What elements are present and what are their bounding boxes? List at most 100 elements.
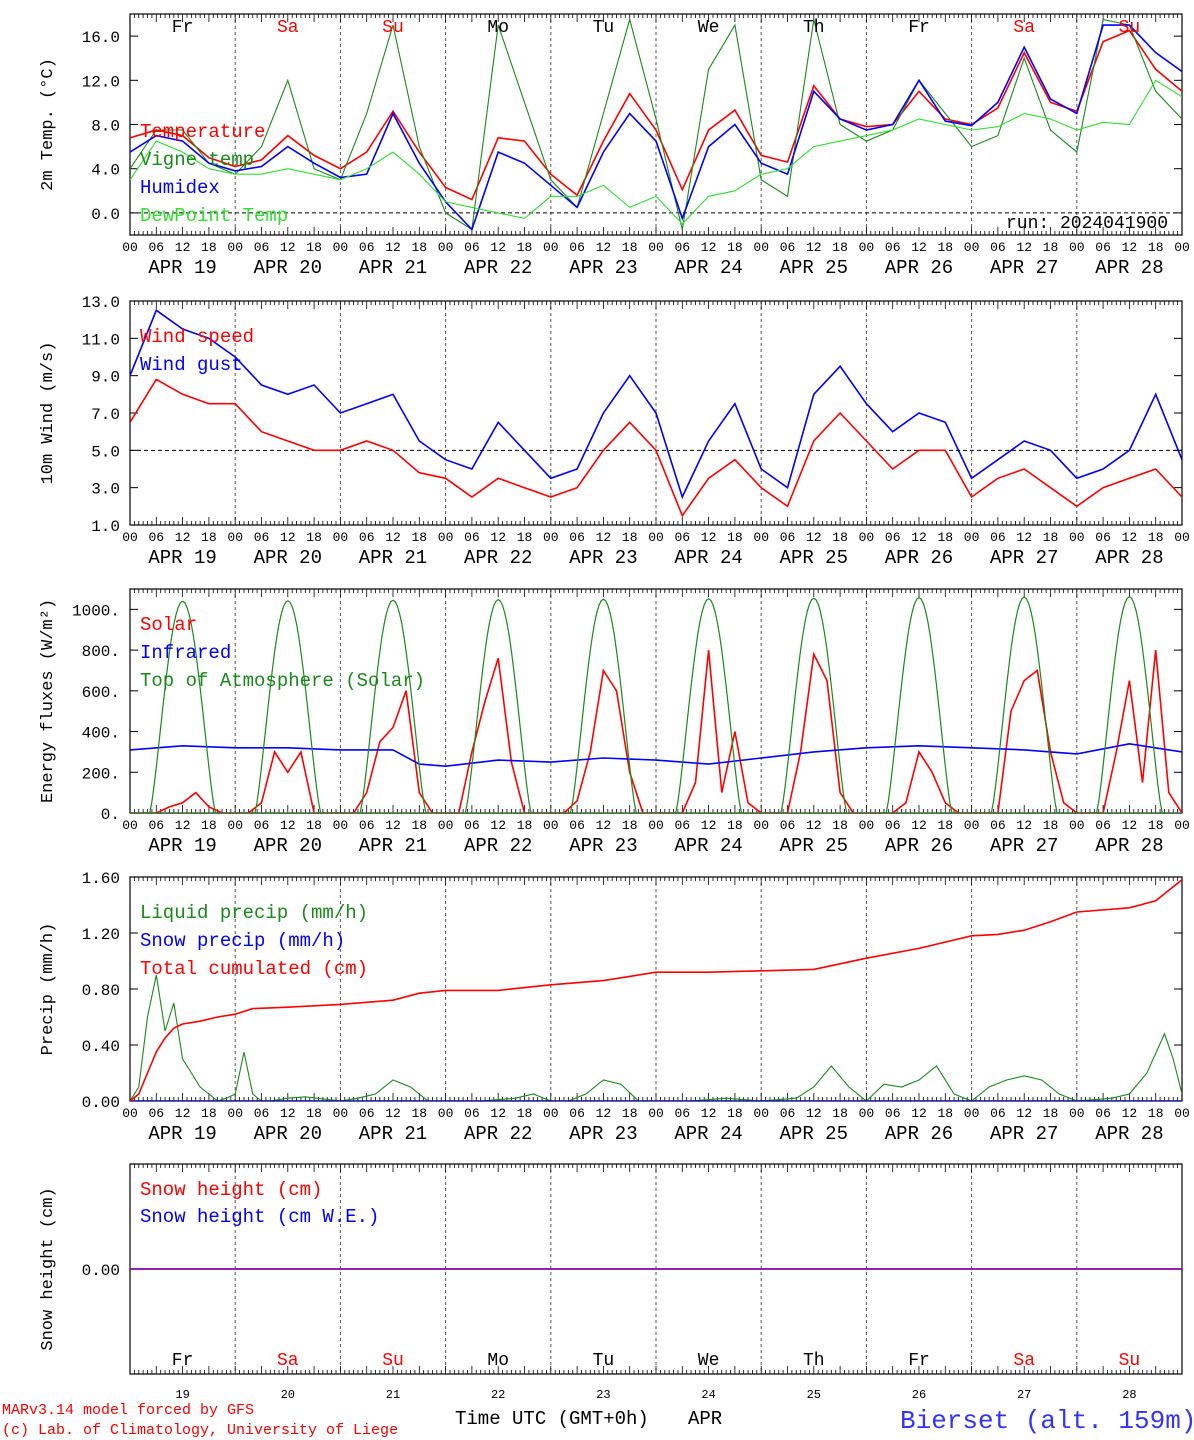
series-line-toa: [989, 596, 1060, 813]
hour-label: 06: [569, 818, 585, 833]
y-tick-label: 16.0: [82, 29, 120, 47]
hour-label: 00: [859, 240, 875, 255]
hour-label: 06: [359, 530, 375, 545]
hour-label: 18: [832, 530, 848, 545]
day-abbr: Mo: [487, 18, 509, 38]
hour-label: 12: [385, 818, 401, 833]
hour-label: 12: [806, 240, 822, 255]
series-line-1: [130, 29, 1182, 201]
hour-label: 06: [464, 240, 480, 255]
legend-entry: Infrared: [140, 642, 231, 664]
hour-label: 18: [411, 530, 427, 545]
plot-frame: [129, 588, 1183, 814]
hour-label: 00: [1069, 530, 1085, 545]
series-line-toa: [147, 600, 218, 813]
hour-label: 12: [701, 1106, 717, 1121]
hour-label: 00: [859, 530, 875, 545]
hour-label: 18: [1148, 818, 1164, 833]
hour-label: 12: [701, 530, 717, 545]
legend-entry: Wind speed: [140, 326, 254, 348]
hour-label: 00: [1174, 240, 1190, 255]
station-label: Bierset (alt. 159m): [900, 1406, 1194, 1436]
hour-label: 18: [622, 1106, 638, 1121]
series-line-4: [130, 79, 1182, 225]
hour-label: 06: [569, 240, 585, 255]
day-abbr: Fr: [908, 18, 930, 38]
date-label: APR 28: [1095, 257, 1163, 279]
y-tick-label: 7.0: [91, 406, 120, 424]
hour-label: 06: [990, 240, 1006, 255]
day-abbr: Th: [803, 1351, 825, 1371]
hour-label: 18: [306, 1106, 322, 1121]
hour-label: 00: [122, 1106, 138, 1121]
series-line-1: [130, 378, 1182, 518]
hour-label: 12: [806, 530, 822, 545]
hour-label: 00: [964, 240, 980, 255]
hour-label: 06: [780, 818, 796, 833]
hour-label: 06: [1095, 1106, 1111, 1121]
y-axis-label: Energy fluxes (W/m²): [39, 599, 58, 803]
hour-label: 00: [438, 818, 454, 833]
day-abbr: Tu: [593, 1351, 615, 1371]
hour-label: 18: [1043, 240, 1059, 255]
date-label: APR 26: [885, 547, 953, 569]
y-axis-label: 2m Temp. (°C): [39, 58, 58, 191]
y-tick-label: 1.0: [91, 518, 120, 536]
y-tick-label: 400.: [82, 725, 120, 743]
hour-label: 18: [622, 530, 638, 545]
hour-label: 00: [1069, 1106, 1085, 1121]
hour-label: 00: [438, 240, 454, 255]
panel-2: 1.0 3.0 5.0 7.0 9.0 11.0 13.0 10m Wind (m/s) Win…: [39, 294, 1190, 569]
hour-label: 18: [1043, 1106, 1059, 1121]
y-axis-label: Precip (mm/h): [39, 923, 58, 1056]
date-label: APR 25: [780, 547, 848, 569]
day-number: 27: [1017, 1388, 1031, 1402]
hour-label: 06: [569, 530, 585, 545]
day-abbr: Fr: [172, 18, 194, 38]
date-label: APR 20: [254, 1123, 322, 1145]
hour-label: 06: [990, 818, 1006, 833]
hour-label: 18: [201, 818, 217, 833]
y-tick-label: 3.0: [91, 481, 120, 499]
hour-label: 06: [780, 1106, 796, 1121]
hour-label: 18: [1043, 818, 1059, 833]
series-line-2: [130, 742, 1182, 768]
series-line-toa: [673, 598, 744, 813]
hour-label: 06: [254, 240, 270, 255]
date-label: APR 23: [569, 547, 637, 569]
hour-label: 06: [674, 818, 690, 833]
hour-label: 18: [1043, 530, 1059, 545]
day-number: 23: [596, 1388, 610, 1402]
hour-label: 00: [438, 530, 454, 545]
series-line-2: [130, 17, 1182, 231]
hour-label: 18: [306, 530, 322, 545]
date-label: APR 27: [990, 547, 1058, 569]
hour-label: 06: [885, 1106, 901, 1121]
legend-entry: Snow height (cm): [140, 1179, 322, 1201]
y-tick-label: 9.0: [91, 369, 120, 387]
hour-label: 18: [201, 1106, 217, 1121]
hour-label: 00: [648, 1106, 664, 1121]
date-label: APR 28: [1095, 835, 1163, 857]
hour-label: 12: [490, 240, 506, 255]
y-tick-label: 8.0: [91, 118, 120, 136]
hour-label: 18: [517, 530, 533, 545]
hour-label: 18: [832, 818, 848, 833]
hour-label: 18: [727, 240, 743, 255]
hour-label: 18: [517, 240, 533, 255]
y-tick-label: 4.0: [91, 162, 120, 180]
y-tick-label: 0.40: [82, 1038, 120, 1056]
legend-entry: Liquid precip (mm/h): [140, 902, 368, 924]
hour-label: 00: [753, 818, 769, 833]
hour-label: 12: [490, 530, 506, 545]
hour-label: 00: [859, 818, 875, 833]
y-tick-label: 11.0: [82, 331, 120, 349]
hour-label: 12: [596, 530, 612, 545]
y-tick-label: 1000.: [72, 602, 120, 620]
date-label: APR 24: [674, 835, 742, 857]
hour-label: 00: [122, 530, 138, 545]
y-tick-label: 0.: [101, 806, 120, 824]
day-abbr: Sa: [277, 18, 299, 38]
hour-label: 18: [201, 530, 217, 545]
hour-label: 00: [122, 818, 138, 833]
